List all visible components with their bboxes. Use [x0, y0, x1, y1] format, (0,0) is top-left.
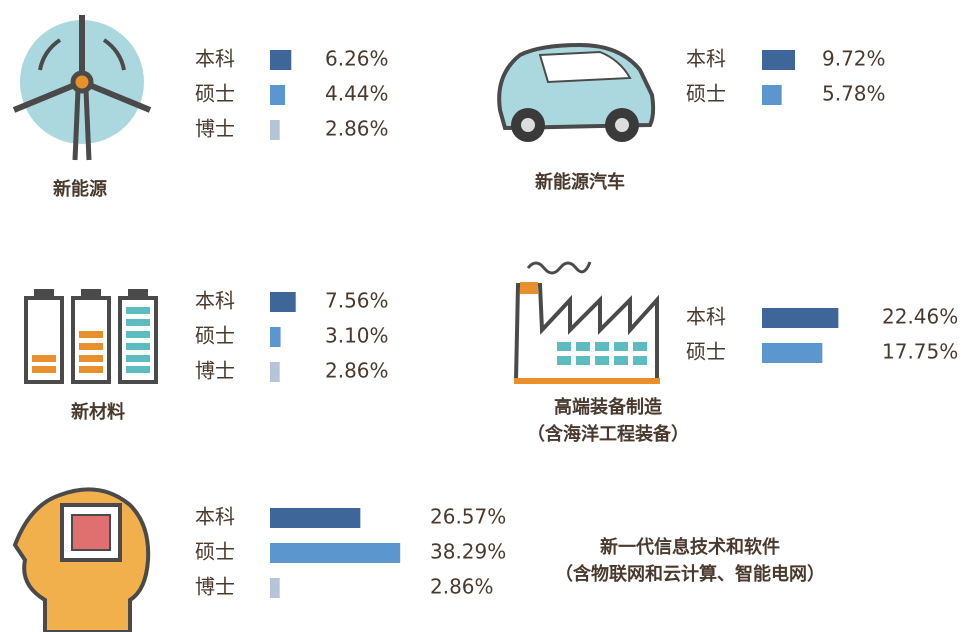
icon-car — [499, 45, 653, 142]
bar — [270, 120, 280, 140]
value-label: 38.29% — [430, 540, 506, 564]
bar — [762, 308, 838, 328]
bar — [270, 50, 291, 70]
icon-factory — [514, 262, 660, 384]
value-label: 6.26% — [325, 47, 389, 71]
value-label: 17.75% — [882, 340, 958, 364]
value-label: 7.56% — [325, 289, 389, 313]
category-label: 硕士 — [686, 82, 726, 106]
category-label: 本科 — [686, 47, 726, 71]
bar — [762, 343, 822, 363]
panel-title: 高端装备制造 — [554, 396, 662, 418]
value-label: 9.72% — [822, 47, 886, 71]
icon-head — [15, 489, 148, 632]
bar — [270, 508, 360, 528]
category-label: 本科 — [195, 47, 235, 71]
value-label: 5.78% — [822, 82, 886, 106]
category-label: 硕士 — [195, 82, 235, 106]
value-label: 2.86% — [325, 117, 389, 141]
panel-title: 新能源 — [53, 178, 107, 200]
icon-wind-turbine — [14, 15, 150, 160]
category-label: 硕士 — [195, 540, 235, 564]
panel-title: 新一代信息技术和软件 — [600, 536, 780, 558]
category-label: 本科 — [686, 305, 726, 329]
bar — [270, 578, 280, 598]
infographic: 新能源本科6.26%硕士4.44%博士2.86%新能源汽车本科9.72%硕士5.… — [0, 0, 967, 632]
category-label: 博士 — [195, 359, 235, 383]
panel-title: 新材料 — [71, 401, 125, 423]
category-label: 硕士 — [195, 324, 235, 348]
panel-title: 新能源汽车 — [535, 171, 625, 193]
category-label: 博士 — [195, 117, 235, 141]
icon-batteries — [26, 291, 156, 382]
category-label: 硕士 — [686, 340, 726, 364]
value-label: 4.44% — [325, 82, 389, 106]
bar — [762, 85, 782, 105]
bar — [270, 362, 280, 382]
bar — [270, 85, 285, 105]
panel-subtitle: （含海洋工程装备） — [527, 423, 689, 445]
bar — [270, 543, 400, 563]
category-label: 本科 — [195, 289, 235, 313]
value-label: 22.46% — [882, 305, 958, 329]
category-label: 博士 — [195, 575, 235, 599]
value-label: 2.86% — [430, 575, 494, 599]
bar — [762, 50, 795, 70]
value-label: 3.10% — [325, 324, 389, 348]
value-label: 26.57% — [430, 505, 506, 529]
bar — [270, 327, 281, 347]
bar — [270, 292, 296, 312]
category-label: 本科 — [195, 505, 235, 529]
panel-subtitle: （含物联网和云计算、智能电网） — [555, 563, 825, 585]
value-label: 2.86% — [325, 359, 389, 383]
